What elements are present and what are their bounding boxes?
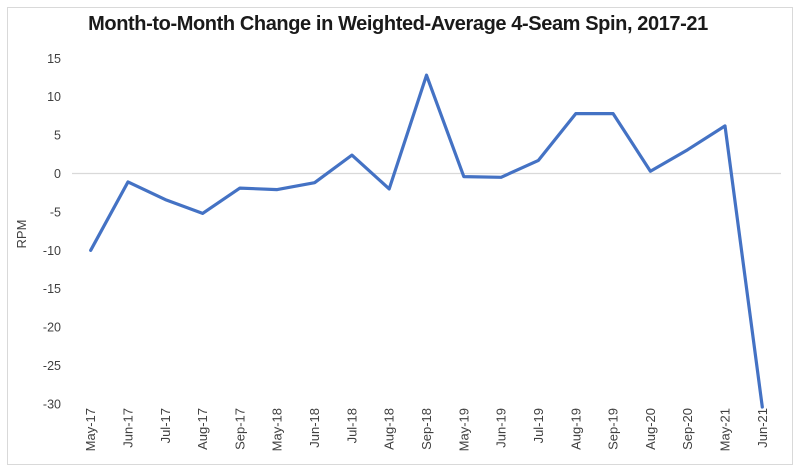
x-tick-label: Jul-17 [158, 408, 173, 443]
chart-title: Month-to-Month Change in Weighted-Averag… [88, 13, 708, 35]
x-tick-label: Jun-18 [307, 408, 322, 448]
x-tick-label: Jun-19 [494, 408, 509, 448]
x-tick-label: Aug-17 [195, 408, 210, 450]
x-tick-label: Sep-18 [419, 408, 434, 450]
x-tick-label: May-19 [456, 408, 471, 451]
y-tick-label: 0 [54, 167, 61, 181]
x-tick-label: Jun-21 [755, 408, 770, 448]
x-tick-label: Aug-20 [643, 408, 658, 450]
y-axis-title: RPM [14, 220, 29, 249]
x-tick-label: Aug-18 [382, 408, 397, 450]
x-tick-label: Sep-20 [680, 408, 695, 450]
x-tick-label: Jul-18 [344, 408, 359, 443]
x-tick-label: May-17 [83, 408, 98, 451]
y-tick-label: 10 [47, 90, 61, 104]
x-tick-label: May-18 [270, 408, 285, 451]
x-tick-label: Jun-17 [120, 408, 135, 448]
y-tick-label: -20 [43, 321, 61, 335]
chart-frame [7, 7, 793, 465]
y-tick-label: 5 [54, 129, 61, 143]
x-tick-label: Jul-19 [531, 408, 546, 443]
y-tick-label: -25 [43, 359, 61, 373]
y-tick-label: 15 [47, 52, 61, 66]
y-tick-label: -30 [43, 397, 61, 411]
x-tick-label: Sep-19 [606, 408, 621, 450]
y-tick-label: -10 [43, 244, 61, 258]
x-tick-label: Aug-19 [568, 408, 583, 450]
x-tick-label: Sep-17 [232, 408, 247, 450]
y-tick-label: -15 [43, 282, 61, 296]
spin-change-line-series [89, 73, 764, 409]
y-tick-label: -5 [50, 205, 61, 219]
x-tick-label: May-21 [718, 408, 733, 451]
